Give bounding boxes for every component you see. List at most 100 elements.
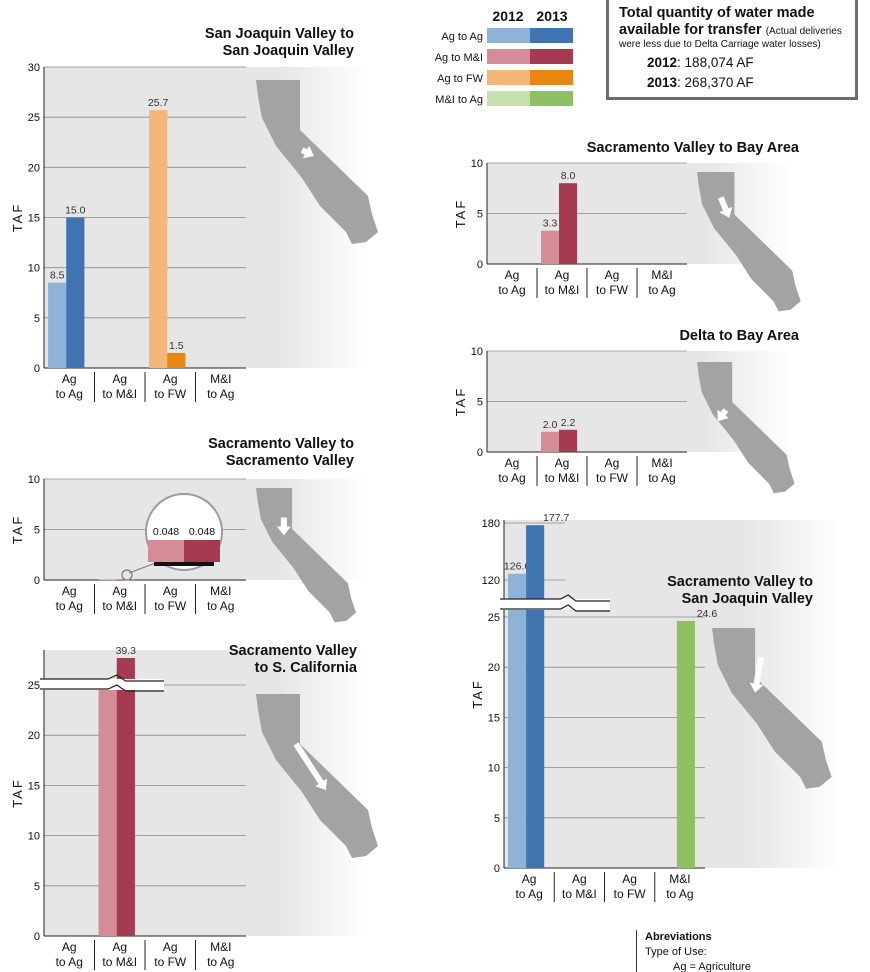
legend-swatch-2012-2 [487, 70, 530, 85]
category-sublabel-3: to Ag [207, 387, 234, 401]
category-sublabel-0: to Ag [56, 955, 83, 969]
y-tick-label-1: 5 [477, 209, 483, 221]
y-tick-label-3: 15 [28, 213, 40, 225]
california-map-icon-arrow-icon [717, 408, 729, 422]
legend-swatch-2013-3 [530, 91, 573, 106]
legend-label-3: M&I to Ag [435, 94, 483, 106]
y-tick-label-5: 25 [28, 112, 40, 124]
category-sublabel-0: to Ag [515, 887, 542, 901]
zoom-bar-2013 [184, 540, 220, 562]
y-tick-label-0: 0 [34, 575, 40, 587]
data-label-2012-1: 3.3 [543, 218, 558, 230]
abbreviations-line1: Type of Use: [645, 946, 707, 958]
category-sublabel-2: to FW [154, 955, 187, 969]
y-axis-label: TAF [10, 203, 25, 233]
california-map-icon [256, 80, 378, 244]
y-tick-label-0: 0 [494, 863, 500, 875]
chart-panel [504, 520, 840, 868]
y-tick-label-4: 20 [28, 730, 40, 742]
y-tick-label-1: 5 [34, 525, 40, 537]
category-label-0: Ag [505, 456, 520, 470]
total-title-line1: Total quantity of water made [619, 5, 815, 21]
legend-swatch-2013-2 [530, 70, 573, 85]
category-sublabel-2: to FW [614, 887, 647, 901]
chart-title-0: Delta to Bay Area [679, 328, 799, 344]
y-tick-label-0: 0 [477, 447, 483, 459]
category-label-3: M&I [651, 268, 672, 282]
bar-2012-0 [48, 282, 67, 368]
bar-2012-1 [98, 579, 117, 581]
category-sublabel-2: to FW [596, 283, 629, 297]
y-tick-label-2: 10 [28, 263, 40, 275]
y-tick-label-0: 0 [34, 363, 40, 375]
y-tick-label-5: 25 [488, 612, 500, 624]
y-tick-label-2: 10 [471, 346, 483, 358]
category-sublabel-3: to Ag [648, 471, 675, 485]
y-tick-label-5: 25 [28, 680, 40, 692]
legend-label-1: Ag to M&I [435, 52, 483, 64]
data-label-2012-0: 8.5 [50, 270, 65, 282]
y-axis-label: TAF [10, 778, 25, 808]
y-axis-label: TAF [470, 679, 485, 709]
category-label-3: M&I [210, 584, 231, 598]
y-tick-label-1: 5 [34, 313, 40, 325]
y-axis-label: TAF [453, 387, 468, 417]
data-label-2013-1: 2.2 [561, 417, 576, 429]
legend-year-2012: 2012 [492, 8, 523, 24]
data-label-2013-0: 15.0 [65, 205, 86, 217]
chart-title-0: San Joaquin Valley to [205, 26, 354, 42]
category-sublabel-2: to FW [154, 387, 187, 401]
upper-tick-label-1: 180 [482, 518, 500, 530]
category-label-2: Ag [605, 268, 620, 282]
y-tick-label-4: 20 [28, 162, 40, 174]
data-label-2013-0: 177.7 [543, 512, 569, 524]
legend-swatch-2012-3 [487, 91, 530, 106]
total-quantity-box: Total quantity of water made available f… [606, 0, 858, 100]
category-label-0: Ag [505, 268, 520, 282]
y-axis-label: TAF [10, 515, 25, 545]
chart-title-0: Sacramento Valley to [208, 436, 354, 452]
chart-title-1: Sacramento Valley [226, 453, 354, 469]
chart-title-1: San Joaquin Valley [682, 591, 813, 607]
data-label-2013-1: 39.3 [116, 645, 137, 657]
y-tick-label-2: 10 [471, 158, 483, 170]
category-sublabel-0: to Ag [56, 599, 83, 613]
category-sublabel-3: to Ag [666, 887, 693, 901]
legend-year-2013: 2013 [536, 8, 567, 24]
category-label-2: Ag [163, 372, 178, 386]
legend-label-2: Ag to FW [437, 73, 483, 85]
category-sublabel-1: to M&I [562, 887, 597, 901]
category-label-2: Ag [622, 872, 637, 886]
legend-swatch-2012-0 [487, 28, 530, 43]
data-label-2013-2: 1.5 [169, 340, 184, 352]
bar-2013-1 [559, 183, 577, 264]
category-label-1: Ag [112, 940, 127, 954]
zoom-bar-2012 [148, 540, 184, 562]
zoom-label-2012: 0.048 [153, 526, 179, 538]
category-sublabel-1: to M&I [545, 283, 580, 297]
bar-2012-0 [508, 573, 527, 868]
category-sublabel-2: to FW [596, 471, 629, 485]
total-row-2012: 2012: 188,074 AF [647, 55, 845, 70]
category-label-0: Ag [522, 872, 537, 886]
california-map-icon-arrow-icon [276, 517, 291, 536]
data-label-2013-3: 24.6 [697, 608, 718, 620]
y-axis-label: TAF [453, 199, 468, 229]
y-tick-label-2: 10 [28, 474, 40, 486]
category-label-1: Ag [555, 456, 570, 470]
category-label-0: Ag [62, 584, 77, 598]
total-title-line2: available for transfer [619, 22, 762, 38]
bar-2013-0 [66, 217, 85, 368]
y-tick-label-1: 5 [494, 813, 500, 825]
y-tick-label-2: 10 [28, 831, 40, 843]
chart-title-1: to S. California [255, 660, 358, 676]
category-label-3: M&I [210, 372, 231, 386]
category-sublabel-0: to Ag [498, 471, 525, 485]
y-tick-label-1: 5 [477, 397, 483, 409]
y-tick-label-6: 30 [28, 62, 40, 74]
category-label-3: M&I [669, 872, 690, 886]
